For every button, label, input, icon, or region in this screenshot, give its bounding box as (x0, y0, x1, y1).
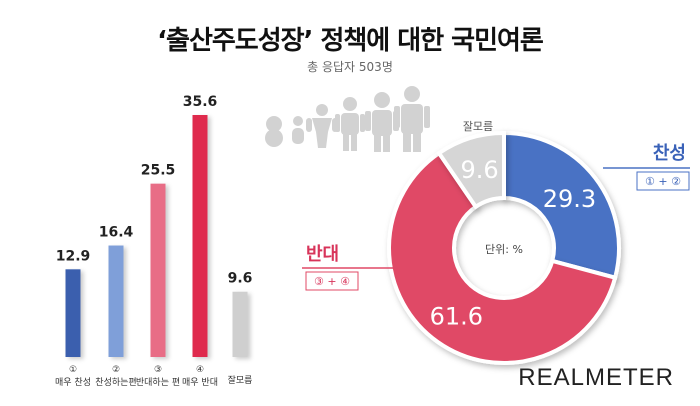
oppose-label: 반대 (306, 244, 339, 265)
bar-value-label: 25.5 (141, 163, 176, 179)
donut-slice-1 (387, 150, 618, 365)
donut-slice-2 (436, 130, 506, 210)
chart-subtitle: 총 응답자 503명 (307, 60, 393, 74)
oppose-callout: 반대 ③ + ④ (302, 244, 398, 291)
bar-category-label: 매우 찬성 (55, 377, 91, 388)
slice-value-label: 29.3 (543, 185, 596, 213)
bar-category-marker: ④ (196, 365, 204, 375)
bar-value-label: 16.4 (99, 225, 134, 241)
bar-category-marker: ② (112, 365, 120, 375)
bar-category-label: 찬성하는편 (95, 376, 136, 388)
donut-chart: 29.3 61.6 9.6 (387, 130, 621, 365)
bar-category-label: 잘모름 (228, 374, 253, 386)
unit-label: 단위: % (485, 243, 523, 256)
brand-logo: REALMETER (518, 364, 674, 391)
slice-value-label: 61.6 (430, 302, 483, 330)
bar-value-label: 12.9 (56, 248, 91, 264)
bar-0 (65, 269, 81, 357)
slice-value-label: 9.6 (461, 156, 499, 184)
bar-1 (108, 245, 124, 357)
bar-value-label: 35.6 (183, 94, 218, 110)
approve-sub: ① + ② (645, 175, 681, 188)
bar-2 (150, 183, 166, 357)
bar-category-label: 반대하는 편 (136, 376, 180, 388)
slice-label-unknown: 잘모름 (463, 120, 493, 133)
bar-category-marker: ③ (154, 365, 162, 375)
family-icon (265, 86, 430, 152)
bar-category-marker: ① (69, 365, 77, 375)
approve-callout: 찬성 ① + ② (603, 143, 690, 191)
bar-value-label: 9.6 (228, 271, 253, 287)
donut-slice-0 (502, 130, 621, 281)
bar-4 (232, 291, 248, 357)
oppose-sub: ③ + ④ (314, 275, 350, 288)
approve-label: 찬성 (653, 143, 686, 164)
bar-3 (192, 115, 208, 357)
chart-title: ‘출산주도성장’ 정책에 대한 국민여론 (157, 26, 544, 56)
bar-category-label: 매우 반대 (182, 377, 218, 388)
